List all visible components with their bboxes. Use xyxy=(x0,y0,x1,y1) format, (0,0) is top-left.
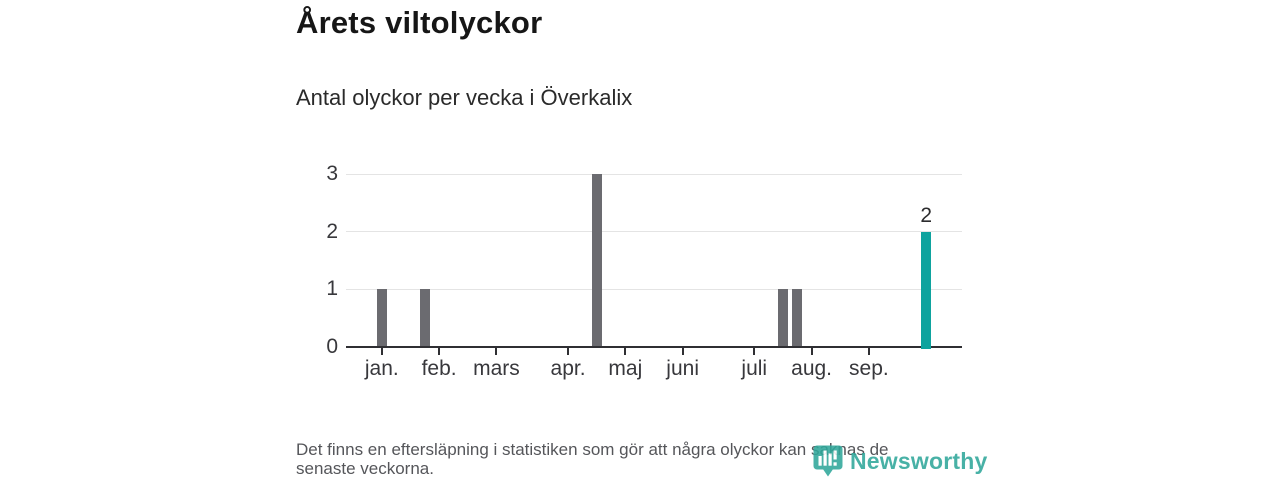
newsworthy-logo: Newsworthy xyxy=(812,444,987,478)
x-axis-label-sep: sep. xyxy=(849,357,889,380)
chart-subtitle: Antal olyckor per vecka i Överkalix xyxy=(296,85,633,110)
x-axis-label-apr: apr. xyxy=(550,357,586,380)
x-axis-line xyxy=(346,346,962,348)
newsworthy-logo-icon xyxy=(813,445,843,477)
x-axis-tick-maj xyxy=(624,347,627,355)
gridline-y-2 xyxy=(346,231,962,233)
x-axis-tick-juli xyxy=(753,347,756,355)
gridline-y-1 xyxy=(346,288,962,290)
newsworthy-logo-text: Newsworthy xyxy=(850,447,988,474)
y-axis-label-3: 3 xyxy=(326,162,338,185)
x-axis-label-aug: aug. xyxy=(791,357,833,380)
bar-week-2 xyxy=(376,289,387,348)
gridline-y-3 xyxy=(346,173,962,175)
x-axis-label-juni: juni xyxy=(666,357,699,380)
chart-title: Årets viltolyckor xyxy=(296,5,543,40)
footnote-line-2: senaste veckorna. xyxy=(296,459,434,478)
x-axis-label-mars: mars xyxy=(473,357,520,380)
bar-week-40 xyxy=(921,231,932,349)
x-axis-tick-sep xyxy=(867,347,870,355)
x-axis-label-juli: juli xyxy=(741,357,768,380)
x-axis-tick-mars xyxy=(495,347,498,355)
x-axis-label-jan: jan. xyxy=(364,357,399,380)
x-axis-label-maj: maj xyxy=(608,357,643,380)
y-axis-label-0: 0 xyxy=(326,335,338,358)
x-axis-tick-feb xyxy=(438,347,441,355)
x-axis-tick-jan xyxy=(380,347,383,355)
y-axis-label-2: 2 xyxy=(326,219,338,243)
footnote-line-1: Det finns en eftersläpning i statistiken… xyxy=(296,440,889,459)
y-axis-label-1: 1 xyxy=(326,277,338,301)
bar-week-5 xyxy=(419,289,430,348)
bar-week-17 xyxy=(591,174,602,348)
bar-week-30 xyxy=(777,289,788,348)
logo-bar-glyphs xyxy=(818,450,837,466)
bar-week-31 xyxy=(792,289,803,348)
x-axis-tick-juni xyxy=(681,347,684,355)
x-axis-tick-aug xyxy=(810,347,813,355)
x-axis-label-feb: feb. xyxy=(421,357,457,380)
chart-footnote: Det finns en eftersläpning i statistiken… xyxy=(296,440,888,478)
x-axis-tick-apr xyxy=(567,347,570,355)
bar-value-label: 2 xyxy=(920,203,933,227)
